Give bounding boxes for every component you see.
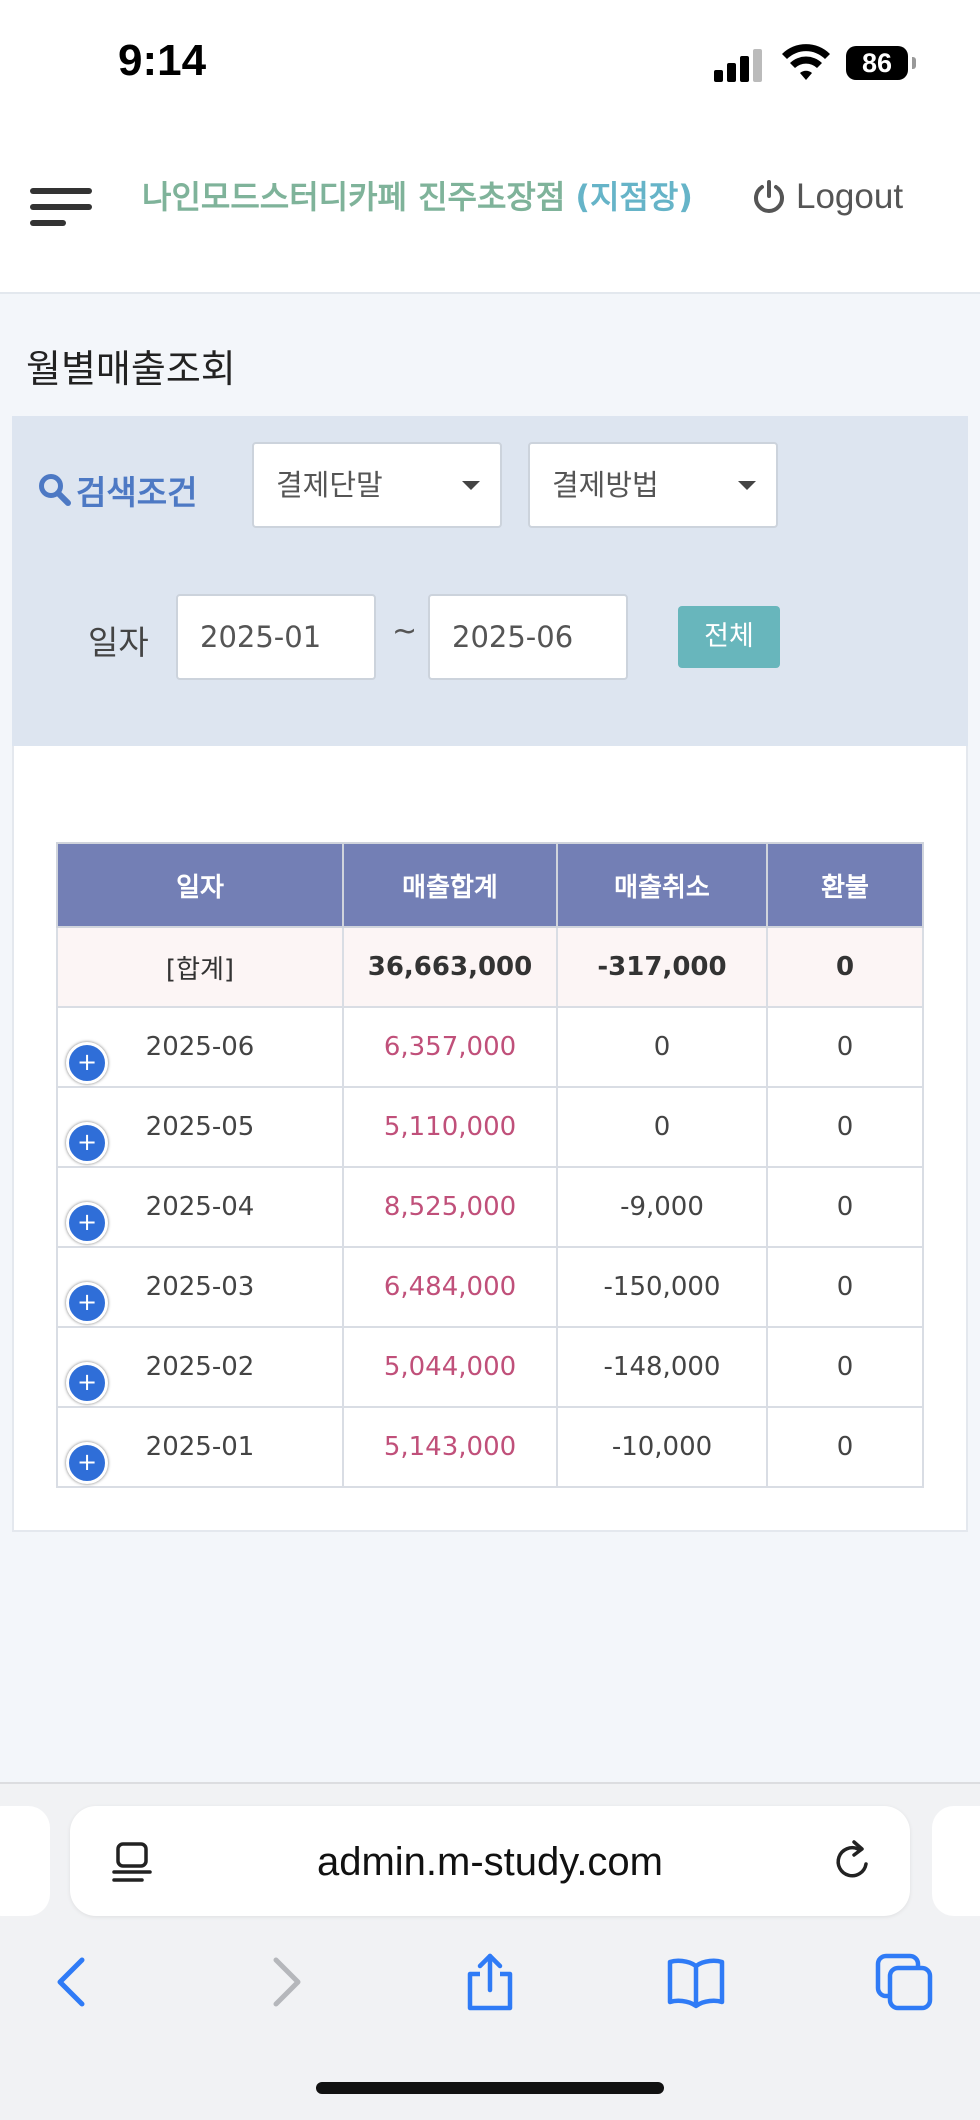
header-sales-cancel: 매출취소 (556, 842, 768, 928)
next-tab-preview[interactable] (932, 1806, 980, 1916)
reader-icon[interactable] (110, 1840, 154, 1884)
battery-indicator: 86 (846, 46, 916, 80)
chevron-left-icon[interactable] (42, 1952, 102, 2012)
browser-toolbar: admin.m-study.com (0, 1782, 980, 2120)
sales-cell: 6,484,000 (342, 1246, 558, 1328)
cancel-cell: 0 (556, 1086, 768, 1168)
share-icon[interactable] (460, 1952, 520, 2012)
wifi-icon (782, 44, 830, 80)
chevron-down-icon (738, 481, 756, 490)
payment-method-select[interactable]: 결제방법 (528, 442, 778, 528)
sales-cell: 5,110,000 (342, 1086, 558, 1168)
table-row: +2025-02 5,044,000 -148,000 0 (56, 1326, 924, 1408)
status-bar: 9:14 86 (0, 0, 980, 120)
payment-method-value: 결제방법 (552, 468, 659, 502)
table-row: +2025-03 6,484,000 -150,000 0 (56, 1246, 924, 1328)
address-bar[interactable]: admin.m-study.com (70, 1806, 910, 1916)
reload-icon[interactable] (830, 1840, 874, 1884)
table-row: +2025-06 6,357,000 0 0 (56, 1006, 924, 1088)
header-refund: 환불 (766, 842, 924, 928)
month-value: 2025-02 (145, 1352, 255, 1382)
book-icon[interactable] (666, 1952, 726, 2012)
app-header: 나인모드스터디카페 진주초장점 (지점장) Logout (0, 120, 980, 294)
month-value: 2025-05 (145, 1112, 255, 1142)
total-label: [합계] (56, 926, 344, 1008)
cancel-cell: -150,000 (556, 1246, 768, 1328)
store-title: 나인모드스터디카페 진주초장점 (지점장) (142, 172, 693, 218)
logout-label: Logout (796, 177, 904, 216)
all-button[interactable]: 전체 (678, 606, 780, 668)
sales-cell: 6,357,000 (342, 1006, 558, 1088)
store-name: 나인모드스터디카페 진주초장점 (142, 178, 566, 216)
table-row: +2025-04 8,525,000 -9,000 0 (56, 1166, 924, 1248)
total-row: [합계] 36,663,000 -317,000 0 (56, 926, 924, 1008)
date-from-input[interactable]: 2025-01 (176, 594, 376, 680)
hamburger-icon[interactable] (30, 182, 92, 230)
header-date: 일자 (56, 842, 344, 928)
month-cell: +2025-03 (56, 1246, 344, 1328)
table-header-row: 일자 매출합계 매출취소 환불 (56, 842, 924, 928)
cancel-cell: -9,000 (556, 1166, 768, 1248)
refund-cell: 0 (766, 1166, 924, 1248)
expand-row-button[interactable]: + (66, 1282, 108, 1324)
expand-row-button[interactable]: + (66, 1042, 108, 1084)
expand-row-button[interactable]: + (66, 1122, 108, 1164)
cancel-cell: 0 (556, 1006, 768, 1088)
chevron-down-icon (462, 481, 480, 490)
previous-tab-preview[interactable] (0, 1806, 50, 1916)
logout-button[interactable]: Logout (752, 172, 903, 222)
total-cancel: -317,000 (556, 926, 768, 1008)
tabs-icon[interactable] (874, 1952, 934, 2012)
power-icon (754, 180, 784, 213)
date-range-separator: ~ (392, 614, 418, 649)
total-refund: 0 (766, 926, 924, 1008)
month-cell: +2025-05 (56, 1086, 344, 1168)
cancel-cell: -148,000 (556, 1326, 768, 1408)
url-text: admin.m-study.com (316, 1840, 663, 1884)
date-to-input[interactable]: 2025-06 (428, 594, 628, 680)
sales-cell: 8,525,000 (342, 1166, 558, 1248)
home-indicator (316, 2082, 664, 2094)
search-label-text: 검색조건 (76, 473, 198, 512)
cancel-cell: -10,000 (556, 1406, 768, 1488)
search-panel: 검색조건 결제단말 결제방법 일자 2025-01 ~ 2025-06 전체 (12, 416, 968, 746)
user-role: (지점장) (575, 178, 693, 216)
expand-row-button[interactable]: + (66, 1362, 108, 1404)
results-panel: 일자 매출합계 매출취소 환불 [합계] 36,663,000 -317,000… (12, 746, 968, 1532)
page-title: 월별매출조회 (26, 347, 236, 391)
magnifier-icon (39, 474, 71, 506)
sales-cell: 5,044,000 (342, 1326, 558, 1408)
refund-cell: 0 (766, 1406, 924, 1488)
search-conditions-label: 검색조건 (38, 466, 197, 514)
expand-row-button[interactable]: + (66, 1442, 108, 1484)
month-cell: +2025-04 (56, 1166, 344, 1248)
header-sales-total: 매출합계 (342, 842, 558, 928)
month-value: 2025-04 (145, 1192, 255, 1222)
month-value: 2025-03 (145, 1272, 255, 1302)
sales-cell: 5,143,000 (342, 1406, 558, 1488)
cellular-signal-icon (714, 48, 766, 82)
month-cell: +2025-06 (56, 1006, 344, 1088)
chevron-right-icon[interactable] (254, 1952, 314, 2012)
table-row: +2025-01 5,143,000 -10,000 0 (56, 1406, 924, 1488)
payment-terminal-select[interactable]: 결제단말 (252, 442, 502, 528)
date-label: 일자 (88, 623, 149, 662)
refund-cell: 0 (766, 1086, 924, 1168)
total-sales: 36,663,000 (342, 926, 558, 1008)
refund-cell: 0 (766, 1246, 924, 1328)
table-row: +2025-05 5,110,000 0 0 (56, 1086, 924, 1168)
payment-terminal-value: 결제단말 (276, 468, 383, 502)
month-cell: +2025-02 (56, 1326, 344, 1408)
month-cell: +2025-01 (56, 1406, 344, 1488)
monthly-sales-table: 일자 매출합계 매출취소 환불 [합계] 36,663,000 -317,000… (56, 842, 924, 1488)
month-value: 2025-01 (145, 1432, 255, 1462)
refund-cell: 0 (766, 1326, 924, 1408)
expand-row-button[interactable]: + (66, 1202, 108, 1244)
month-value: 2025-06 (145, 1032, 255, 1062)
refund-cell: 0 (766, 1006, 924, 1088)
status-time: 9:14 (118, 36, 207, 85)
